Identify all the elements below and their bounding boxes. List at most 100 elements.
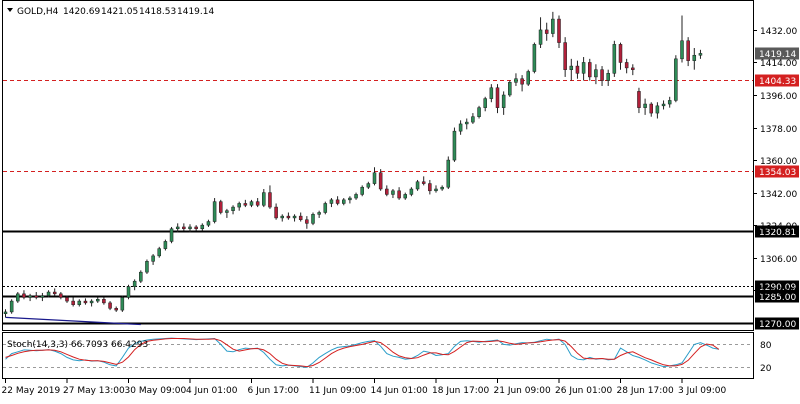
candle: [225, 208, 229, 218]
candle-body: [280, 215, 284, 219]
candle-body: [409, 188, 414, 195]
candle-body: [483, 98, 487, 108]
candle-body: [649, 103, 653, 114]
candle-body: [501, 94, 506, 108]
candle-body: [28, 295, 32, 298]
candle-body: [458, 123, 463, 132]
candle-body: [569, 65, 574, 70]
candle: [495, 84, 500, 114]
candle: [200, 223, 205, 231]
candle-body: [329, 199, 334, 204]
candle-body: [46, 291, 51, 296]
candle: [489, 84, 494, 103]
candle-body: [335, 199, 340, 204]
candle-body: [194, 226, 198, 230]
candle-body: [65, 297, 69, 302]
level-price-tag: [755, 74, 799, 87]
candle-body: [698, 53, 703, 56]
y-tick-label: 1396.00: [760, 92, 797, 102]
candle: [40, 292, 45, 302]
candle: [274, 203, 278, 220]
candle: [581, 57, 586, 81]
candle: [126, 284, 131, 300]
candle-body: [3, 311, 8, 314]
candle: [477, 105, 481, 119]
chart-header: GOLD,H4 1420.69 1421.05 1418.53 1419.14: [7, 7, 214, 17]
x-tick-label: 6 Jun 17:00: [248, 386, 300, 396]
candle-body: [563, 42, 567, 70]
candle: [169, 226, 174, 244]
level-price-label: 1354.03: [759, 168, 796, 178]
candle-body: [575, 65, 580, 74]
x-tick-label: 21 Jun 09:00: [494, 386, 551, 396]
dropdown-triangle-icon[interactable]: [7, 8, 13, 12]
candle-body: [175, 226, 180, 230]
candle-body: [428, 183, 432, 192]
candle: [501, 91, 506, 115]
candle: [354, 192, 358, 200]
candle-body: [317, 212, 321, 215]
candle: [194, 225, 198, 231]
candle: [575, 60, 580, 79]
candle: [538, 17, 543, 48]
candle: [212, 198, 217, 224]
candle-body: [526, 71, 530, 85]
x-tick-label: 14 Jun 01:00: [371, 386, 428, 396]
candle-body: [163, 241, 168, 249]
candle-body: [169, 228, 174, 242]
candle: [206, 219, 211, 227]
candle-body: [667, 100, 672, 105]
candle: [305, 216, 309, 229]
candle-body: [366, 183, 371, 188]
candle-body: [624, 62, 629, 69]
candle: [378, 169, 383, 191]
candle-body: [415, 181, 420, 190]
candle: [624, 58, 629, 74]
candle-body: [286, 215, 291, 219]
x-tick-label: 11 Jun 09:00: [309, 386, 366, 396]
candle-body: [674, 58, 678, 101]
candle-body: [225, 210, 229, 213]
candle-body: [508, 82, 512, 96]
candle: [329, 198, 334, 208]
stoch-level-label: 20: [760, 364, 772, 374]
x-tick-label: 3 Jul 09:00: [678, 386, 727, 396]
candle-body: [188, 226, 192, 230]
candle: [219, 199, 223, 215]
candle: [286, 212, 291, 220]
symbol-label: GOLD,H4: [17, 7, 59, 17]
candle: [618, 42, 623, 70]
y-tick-label: 1360.00: [760, 157, 797, 167]
x-tick-label: 22 May 2019: [2, 386, 61, 396]
candle: [526, 69, 530, 86]
ohlc-low: 1418.53: [139, 7, 176, 17]
candle: [71, 297, 75, 307]
candle: [77, 299, 82, 307]
candle: [139, 270, 143, 283]
candle: [649, 102, 653, 117]
x-tick-label: 30 May 09:00: [125, 386, 187, 396]
candle-body: [268, 192, 272, 208]
candle: [59, 292, 63, 300]
candle-body: [139, 271, 143, 282]
candle: [182, 223, 186, 231]
candle-body: [22, 293, 26, 298]
candle-body: [655, 105, 660, 114]
candle: [243, 199, 248, 208]
candle: [249, 199, 254, 208]
candle: [9, 299, 14, 314]
candle: [520, 75, 524, 92]
candle: [594, 64, 598, 85]
candle-body: [206, 221, 211, 226]
candle-body: [686, 40, 690, 61]
ohlc-high: 1421.05: [101, 7, 138, 17]
candle-body: [114, 308, 118, 311]
candle-body: [643, 103, 647, 108]
candle: [311, 212, 315, 226]
candle: [514, 73, 518, 86]
level-price-label: 1404.33: [759, 77, 796, 87]
candle: [551, 11, 555, 38]
candle-body: [59, 293, 63, 298]
level-price-label: 1320.81: [759, 228, 796, 238]
candle: [600, 66, 604, 86]
